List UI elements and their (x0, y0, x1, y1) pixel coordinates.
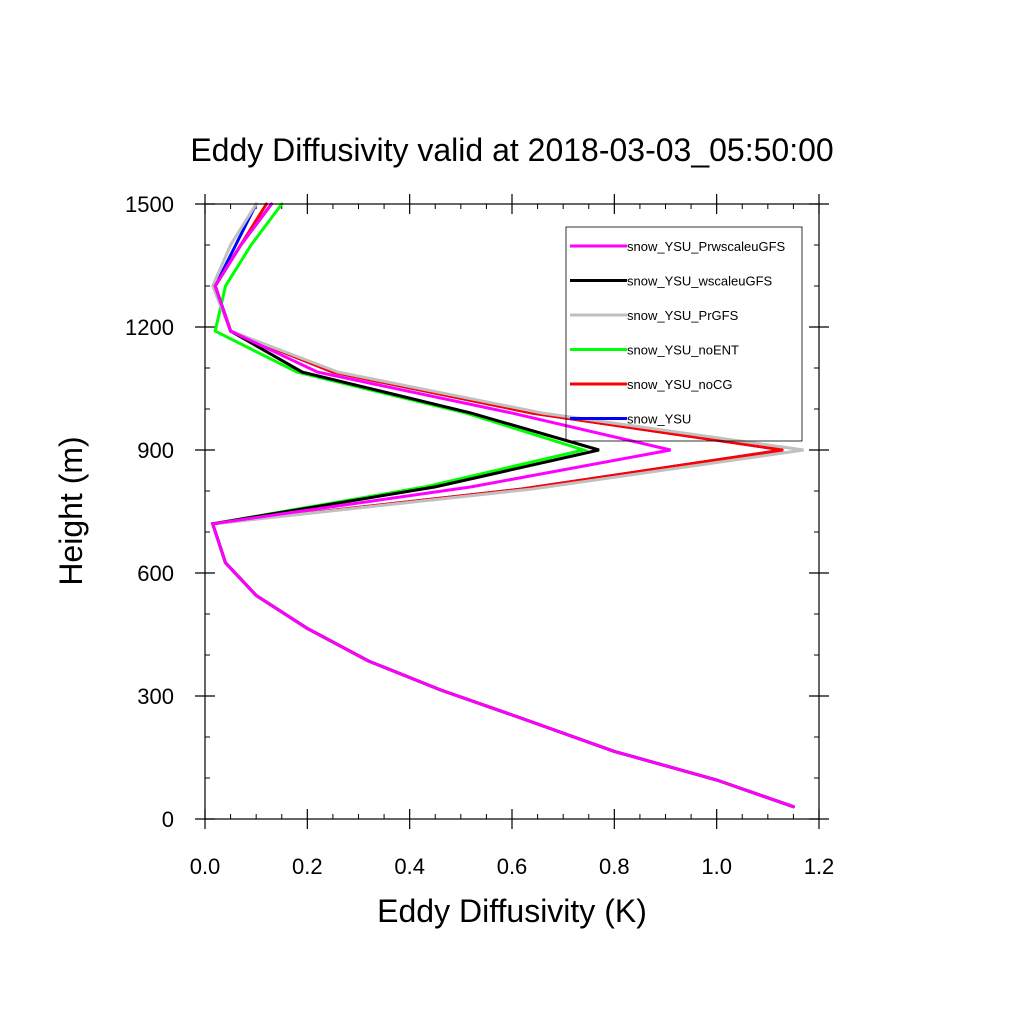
plot-frame (204, 203, 820, 820)
y-tick-label: 600 (137, 561, 174, 586)
legend-label: snow_YSU_PrwscaleuGFS (627, 239, 786, 254)
x-tick-label: 0.0 (190, 854, 221, 879)
x-tick-label: 1.2 (804, 854, 835, 879)
legend-entries: snow_YSU_PrwscaleuGFS snow_YSU_wscaleuGFS… (570, 239, 786, 427)
y-tick-label: 900 (137, 438, 174, 463)
chart-title: Eddy Diffusivity valid at 2018-03-03_05:… (190, 132, 833, 168)
series-lines (210, 202, 804, 809)
x-axis-tick-labels: 0.0 0.2 0.4 0.6 0.8 1.0 1.2 (190, 854, 835, 879)
x-tick-label: 0.8 (599, 854, 630, 879)
legend-label: snow_YSU_wscaleuGFS (627, 274, 773, 289)
series-line-snow_YSU_PrwscaleuGFS (210, 202, 795, 809)
y-tick-label: 1200 (125, 315, 174, 340)
legend-box (565, 226, 803, 442)
y-tick-label: 0 (162, 807, 174, 832)
x-tick-label: 0.4 (394, 854, 425, 879)
y-tick-label: 300 (137, 684, 174, 709)
x-axis-title: Eddy Diffusivity (K) (377, 893, 647, 929)
legend-label: snow_YSU_PrGFS (627, 308, 739, 323)
x-tick-label: 1.0 (701, 854, 732, 879)
y-axis-tick-labels: 0 300 600 900 1200 1500 (125, 192, 174, 832)
x-tick-label: 0.6 (497, 854, 528, 879)
y-axis-title: Height (m) (53, 436, 89, 585)
legend-label: snow_YSU (627, 412, 691, 427)
x-tick-label: 0.2 (292, 854, 323, 879)
legend-label: snow_YSU_noCG (627, 377, 733, 392)
legend-label: snow_YSU_noENT (627, 343, 739, 358)
legend: snow_YSU_PrwscaleuGFS snow_YSU_wscaleuGFS… (565, 226, 803, 442)
y-tick-label: 1500 (125, 192, 174, 217)
